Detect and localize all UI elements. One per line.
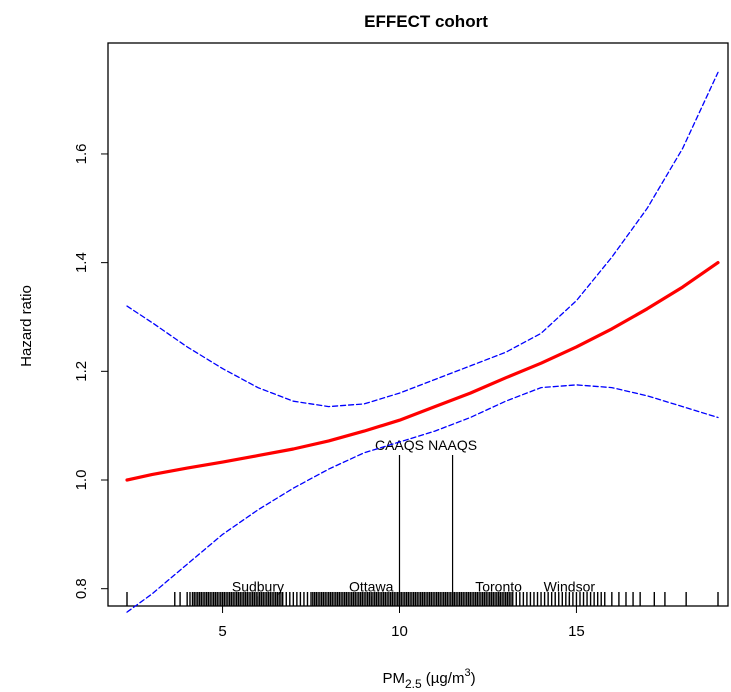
- x-axis-label-subscript: 2.5: [405, 677, 422, 691]
- series-estimate-line: [125, 261, 720, 482]
- y-axis: 0.8 1.0 1.2 1.4 1.6: [73, 144, 109, 599]
- y-tick-label-1.6: 1.6: [73, 144, 90, 165]
- y-tick-label-1.4: 1.4: [73, 252, 90, 273]
- y-tick-label-1.2: 1.2: [73, 361, 90, 382]
- series-upper-ci-line: [126, 71, 719, 408]
- x-axis-label: PM2.5 (µg/m3): [382, 667, 475, 691]
- rug: [126, 592, 719, 606]
- x-axis-label-unit-suffix: ): [471, 670, 476, 687]
- annotation-label-windsor: Windsor: [544, 578, 596, 594]
- x-tick-label-5: 5: [218, 623, 226, 640]
- chart-title: EFFECT cohort: [364, 12, 488, 31]
- annotation-label-toronto: Toronto: [475, 578, 522, 594]
- annotation-label-ottawa: Ottawa: [349, 578, 394, 594]
- x-tick-label-15: 15: [568, 623, 585, 640]
- x-axis-label-unit-superscript: 3: [464, 667, 470, 679]
- x-axis-label-unit-prefix: (µg/m: [422, 670, 465, 687]
- x-axis-label-base: PM: [382, 670, 405, 687]
- y-tick-label-1.0: 1.0: [73, 470, 90, 491]
- annotation-label-naaqs: NAAQS: [428, 437, 477, 453]
- y-axis-label: Hazard ratio: [18, 285, 35, 367]
- y-tick-label-0.8: 0.8: [73, 578, 90, 599]
- x-axis: 5 10 15: [218, 605, 585, 640]
- annotation-label-caaqs: CAAQS: [375, 437, 424, 453]
- x-tick-label-10: 10: [391, 623, 408, 640]
- annotation-label-sudbury: Sudbury: [232, 578, 284, 594]
- annotations: CAAQS NAAQS Sudbury Ottawa Toronto Windsor: [232, 437, 596, 606]
- series-layer: [125, 71, 720, 613]
- plot-frame: [107, 42, 729, 607]
- series-lower-ci-line: [126, 384, 719, 613]
